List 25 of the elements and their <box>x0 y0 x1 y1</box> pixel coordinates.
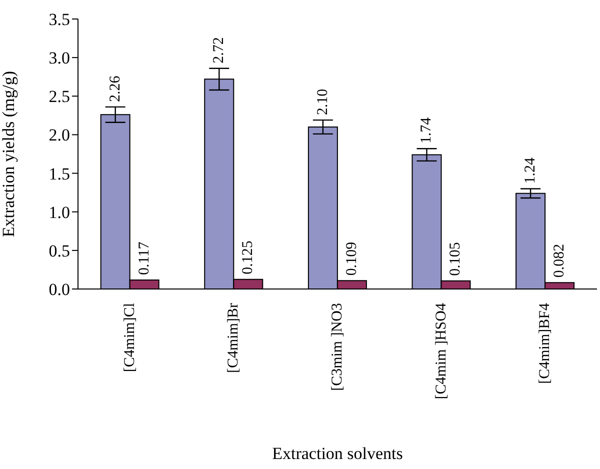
data-label: 2.10 <box>314 88 331 116</box>
y-tick-label: 2.0 <box>48 126 70 145</box>
x-tick-label: [C3mim ]NO3 <box>330 303 346 391</box>
data-label: 2.26 <box>107 75 124 102</box>
x-tick-label: [C4mim]Br <box>226 303 242 373</box>
y-tick-label: 3.0 <box>48 48 70 68</box>
y-tick-label: 2.5 <box>48 87 70 106</box>
x-tick-label: [C4mim]BF4 <box>537 302 554 384</box>
y-tick-label: 0.5 <box>48 241 70 260</box>
y-axis-title: Extraction yields (mg/g) <box>0 70 18 238</box>
data-label: 0.117 <box>136 241 152 275</box>
data-label: 0.105 <box>448 242 464 276</box>
y-tick-label: 1.0 <box>48 202 70 222</box>
x-axis-title: Extraction solvents <box>272 444 403 463</box>
data-label: 0.109 <box>344 242 360 276</box>
data-label: 1.24 <box>522 156 539 184</box>
y-tick-label: 1.5 <box>48 164 70 184</box>
x-tick-label: [C4mim ]HSO4 <box>433 302 450 400</box>
y-tick-label: 0.0 <box>48 280 70 300</box>
data-label: 0.082 <box>552 244 568 278</box>
x-tick-label: [C4mim]Cl <box>122 303 138 372</box>
data-label: 1.74 <box>418 116 435 144</box>
data-label: 0.125 <box>240 240 256 274</box>
data-label: 2.72 <box>211 37 228 64</box>
y-tick-label: 3.5 <box>48 10 70 30</box>
